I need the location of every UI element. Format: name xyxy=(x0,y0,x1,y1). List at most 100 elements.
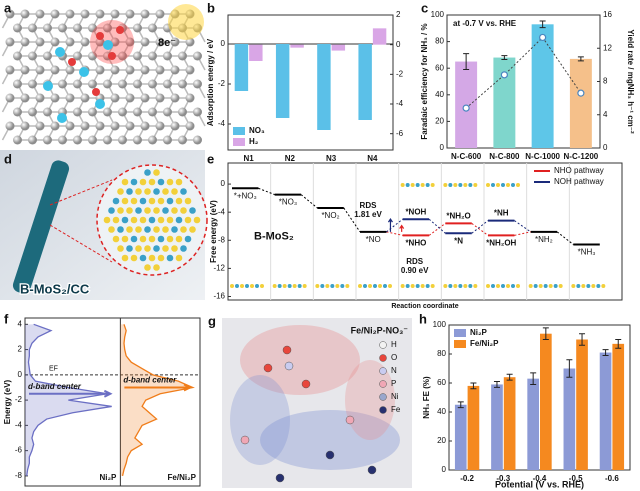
decor xyxy=(130,216,138,224)
decor xyxy=(166,178,174,186)
decor xyxy=(148,178,156,186)
bar xyxy=(491,384,503,470)
decor xyxy=(80,37,90,47)
decor xyxy=(117,188,124,195)
slab-atom xyxy=(425,284,430,288)
decor xyxy=(133,51,142,61)
slab-atom xyxy=(496,284,500,288)
decor xyxy=(148,135,157,145)
decor xyxy=(58,23,67,33)
slab-atom xyxy=(463,284,468,288)
decor xyxy=(148,79,157,89)
decor xyxy=(260,410,400,470)
decor xyxy=(345,360,395,440)
legend-label: H₂ xyxy=(249,137,259,146)
error-bar xyxy=(493,381,500,388)
level-label: *NH xyxy=(494,209,509,218)
decor xyxy=(193,51,202,61)
decor xyxy=(65,9,75,19)
tick-label: -12 xyxy=(213,263,225,272)
decor xyxy=(193,216,201,224)
rds-value: 0.90 eV xyxy=(401,266,429,275)
axis-title: NH₃ FE (%) xyxy=(422,376,431,419)
decor xyxy=(163,79,172,89)
decor xyxy=(135,188,142,195)
x-tick-label: -0.6 xyxy=(605,474,619,483)
slab-atom xyxy=(363,284,367,288)
decor xyxy=(193,107,202,117)
axis-title: Adsorption energy / eV xyxy=(206,38,215,126)
decor xyxy=(49,179,113,206)
axis-title: Reaction coordinate xyxy=(391,303,458,310)
slab-atom xyxy=(410,284,415,288)
decor xyxy=(73,23,82,33)
slab-atom xyxy=(448,284,453,288)
decor xyxy=(121,216,129,224)
connector xyxy=(428,218,446,234)
annotation: B-MoS₂ xyxy=(254,231,294,243)
slab-atom xyxy=(400,284,405,288)
decor xyxy=(80,9,90,19)
axis-title: Yield rate / mgNH₃ h⁻¹ cm⁻² xyxy=(626,29,635,134)
decor xyxy=(148,197,156,205)
x-tick-label: N-C-1200 xyxy=(564,152,599,161)
decor xyxy=(118,107,127,117)
decor xyxy=(121,197,129,205)
decor xyxy=(130,197,138,205)
decor xyxy=(240,435,250,445)
slab-atom xyxy=(388,284,392,288)
slab-atom xyxy=(272,284,277,288)
tick-label: -4 xyxy=(218,207,226,216)
level-label: *NH₂OH xyxy=(486,238,516,247)
tick-label: 0 xyxy=(396,40,401,49)
tick-label: 60 xyxy=(435,63,444,72)
slab-atom xyxy=(373,284,377,288)
decor xyxy=(125,121,135,131)
decor xyxy=(110,9,120,19)
decor xyxy=(125,37,135,47)
slab-atom xyxy=(340,284,345,288)
slab-atom xyxy=(335,284,340,288)
decor xyxy=(144,226,151,233)
decor xyxy=(118,135,127,145)
tick-label: 40 xyxy=(437,407,446,416)
decor xyxy=(171,188,178,195)
connector xyxy=(556,231,574,245)
decor xyxy=(20,93,30,103)
decor xyxy=(148,254,156,262)
decor xyxy=(325,450,335,460)
level-label: *NH₂ xyxy=(535,235,553,244)
error-bar xyxy=(615,339,622,349)
bar xyxy=(612,343,625,470)
tick-label: -2 xyxy=(15,395,23,404)
decor xyxy=(345,415,355,425)
bar xyxy=(317,44,331,130)
slab-atom xyxy=(292,284,297,288)
decor xyxy=(95,9,105,19)
error-bar xyxy=(602,349,609,356)
bar xyxy=(290,44,304,48)
slab-atom xyxy=(496,183,500,187)
decor xyxy=(117,245,124,252)
annotation: B-MoS₂/CC xyxy=(20,281,90,296)
decor xyxy=(125,9,135,19)
decor xyxy=(28,79,37,89)
decor xyxy=(144,264,151,271)
decor xyxy=(95,99,105,109)
slab-atom xyxy=(511,183,515,187)
x-tick-label: N4 xyxy=(367,154,378,163)
slab-atom xyxy=(410,183,415,187)
decor xyxy=(175,197,183,205)
decor xyxy=(162,207,169,214)
decor xyxy=(157,216,165,224)
x-tick-label: N3 xyxy=(326,154,337,163)
decor xyxy=(5,93,15,103)
slab-atom xyxy=(576,284,581,288)
error-bar xyxy=(566,359,573,378)
decor xyxy=(180,207,187,214)
tick-label: 100 xyxy=(431,10,445,19)
error-bar xyxy=(530,372,537,385)
decor xyxy=(153,264,160,271)
slab-atom xyxy=(315,284,320,288)
bar xyxy=(493,57,516,149)
